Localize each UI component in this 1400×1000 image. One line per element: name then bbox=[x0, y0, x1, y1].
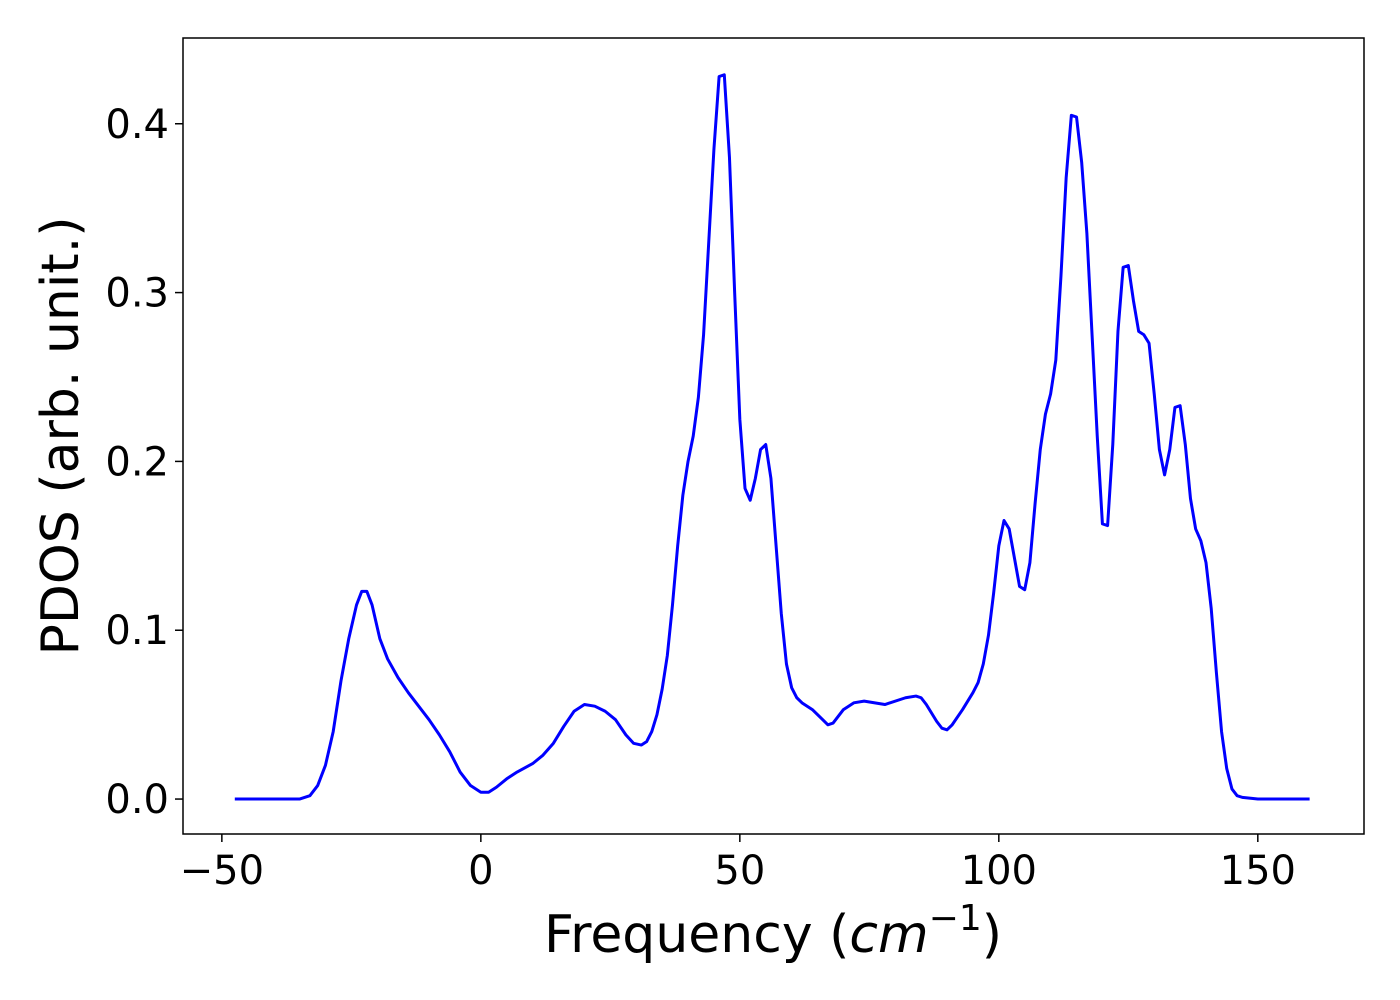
x-tick-label: 150 bbox=[1220, 848, 1296, 894]
x-tick-label: −50 bbox=[180, 848, 264, 894]
y-tick-label: 0.1 bbox=[105, 608, 169, 654]
x-tick-label: 0 bbox=[468, 848, 493, 894]
y-tick-label: 0.3 bbox=[105, 271, 169, 317]
x-tick-label: 50 bbox=[714, 848, 765, 894]
x-axis-label: Frequency (cm−1) bbox=[544, 898, 1002, 965]
data-line bbox=[234, 73, 1310, 801]
x-label-text: Frequency ( bbox=[544, 905, 849, 965]
y-axis-label: PDOS (arb. unit.) bbox=[31, 216, 91, 655]
plot-frame bbox=[182, 37, 1365, 835]
x-label-unit: cm bbox=[849, 905, 928, 965]
y-tick-label: 0.2 bbox=[105, 439, 169, 485]
y-tick-label: 0.4 bbox=[105, 102, 169, 148]
x-tick-label: 100 bbox=[961, 848, 1037, 894]
x-label-exponent: −1 bbox=[929, 898, 982, 939]
x-label-close: ) bbox=[982, 905, 1002, 965]
y-tick-label: 0.0 bbox=[105, 777, 169, 823]
